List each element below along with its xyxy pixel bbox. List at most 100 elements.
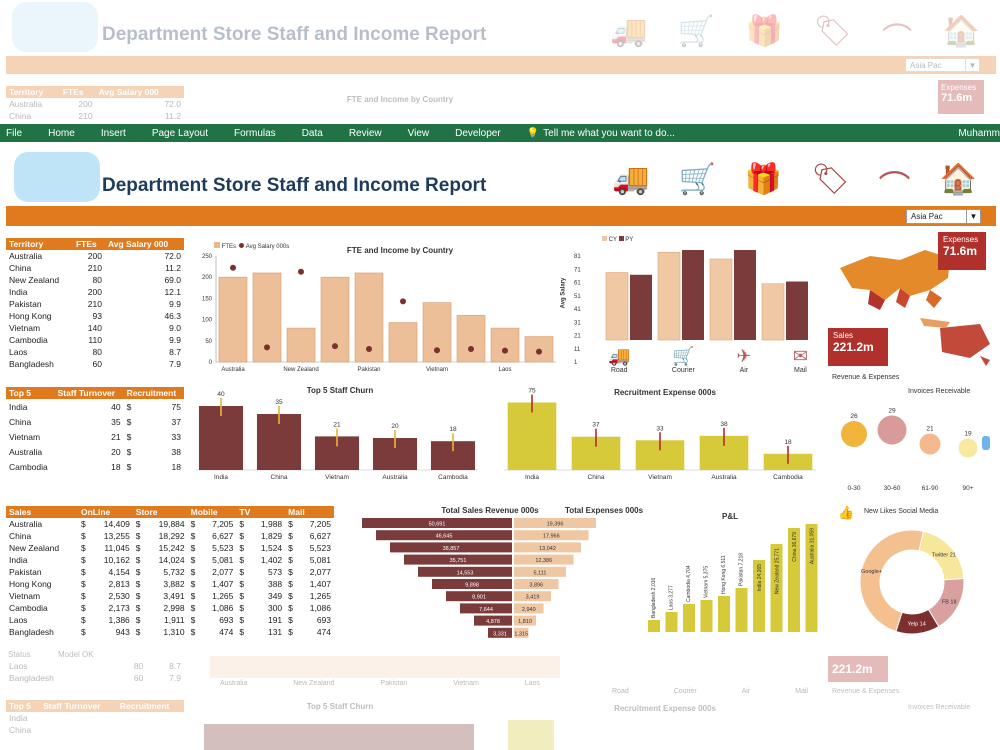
tell-me-box[interactable]: Tell me what you want to do... [543, 127, 675, 139]
data-label: 38 [720, 421, 728, 428]
y2-tick-label: 81 [574, 254, 581, 260]
table-cell: $ [135, 591, 141, 601]
table-row: Hong Kong 93 46.3 [6, 310, 184, 322]
pl-label: Cambodia 4,704 [686, 565, 692, 602]
table-cell: $ [135, 519, 141, 529]
revenue-bar [488, 627, 512, 638]
table-cell: $ [80, 615, 86, 625]
cell: China [9, 725, 32, 735]
py-bar [786, 281, 808, 340]
table-cell: 60 [92, 359, 102, 369]
pl-title: P&L [722, 512, 738, 521]
ghost-territory-table: Territory FTEs Avg Salary 000 Australia 200… [6, 86, 184, 122]
pl-bar [665, 612, 678, 632]
x-tick-label: China [271, 474, 288, 481]
table-cell: $ [80, 627, 86, 637]
pl-bar [753, 560, 765, 632]
invoice-bubble [877, 415, 907, 445]
ghost-top5: Top 5 Staff Turnover Recruitment India Chi… [6, 700, 184, 736]
table-cell: $ [80, 579, 86, 589]
cy-bar [761, 283, 785, 341]
invoice-bubble [958, 438, 978, 458]
tab-file[interactable]: File [6, 127, 23, 139]
fte-income-chart: 0 50 100 150 200 250 Australia New Zealand Pakis… [202, 254, 581, 373]
sales-kpi: Sales 221.2m [828, 328, 888, 366]
table-cell: China [9, 416, 32, 427]
tab-page-layout[interactable]: Page Layout [151, 127, 208, 139]
table-row: Australia $14,409 $19,884 $7,205 $1,988 $7,20… [6, 518, 334, 530]
table-cell: Cambodia [9, 335, 48, 345]
table-row: India 40 $75 [6, 399, 184, 414]
ghost-orange-band [6, 56, 996, 74]
table-cell: 5,081 [212, 555, 234, 565]
col-header: Recruitment [116, 700, 184, 712]
table-cell: New Zealand [9, 543, 60, 553]
table-cell: 3,491 [163, 591, 185, 601]
table-cell: Pakistan [9, 567, 42, 577]
table-cell: 7.9 [169, 359, 181, 369]
region-dropdown[interactable]: Asia Pac ▼ [906, 209, 981, 224]
table-cell: $ [126, 416, 132, 427]
table-cell: $ [126, 431, 132, 442]
legend-swatch-py [618, 236, 624, 241]
col-header: Top 5 [6, 700, 41, 712]
chevron-down-icon[interactable]: ▼ [966, 210, 980, 223]
tab-formulas[interactable]: Formulas [234, 127, 276, 139]
invoice-extra-marker [982, 436, 990, 450]
pl-label: Hong Kong 6,511 [721, 555, 727, 594]
fte-bar [456, 315, 486, 363]
tab-review[interactable]: Review [348, 127, 382, 139]
top5-table: Top 5 Staff Turnover Recruitment India 40… [6, 387, 184, 474]
table-cell: China [9, 531, 32, 541]
table-cell: India [9, 555, 28, 565]
table-cell: $ [135, 615, 141, 625]
data-label: 18 [784, 439, 792, 446]
expenses-kpi: Expenses 71.6m [938, 232, 986, 270]
tab-developer[interactable]: Developer [455, 127, 501, 139]
pl-bar [718, 596, 730, 632]
table-cell: 4,154 [108, 567, 130, 577]
expense-bar [514, 518, 596, 528]
x-tick-label: 90+ [962, 485, 973, 492]
legend-label: PY [625, 237, 634, 243]
tab-view[interactable]: View [407, 127, 430, 139]
table-cell: $ [288, 531, 293, 541]
table-cell: 5,081 [309, 555, 331, 565]
territory-table: Territory FTEs Avg Salary 000 Australia 2… [6, 238, 184, 370]
expense-bar [514, 554, 574, 565]
cell: 7.9 [169, 673, 181, 683]
col-header-top5: Top 5 [6, 387, 55, 399]
table-cell: Bangladesh [9, 627, 54, 637]
expense-bar [514, 566, 566, 577]
salary-point [536, 348, 542, 355]
user-name[interactable]: Muhamm [958, 127, 1000, 139]
table-row: China 210 11.2 [6, 262, 184, 274]
cy-py-chart [605, 250, 808, 341]
ghost-chart-title: FTE and Income by Country [346, 95, 454, 104]
fte-bar [286, 327, 316, 363]
table-cell: Australia [9, 519, 43, 529]
ghost-x-labels: Australia New Zealand Pakistan Vietnam Laos [220, 680, 540, 687]
table-cell: Vietnam [9, 323, 41, 333]
tab-insert[interactable]: Insert [100, 127, 126, 139]
table-cell: 12.1 [164, 287, 181, 297]
pl-label: Vietnam 5,375 [704, 566, 710, 598]
table-row: Laos 80 8.7 [6, 346, 184, 358]
tab-home[interactable]: Home [48, 127, 75, 139]
table-cell: $ [135, 543, 141, 553]
expense-bar [514, 542, 581, 553]
table-cell: $ [288, 555, 293, 565]
table-cell: Cambodia [9, 603, 48, 613]
y2-tick-label: 71 [574, 267, 581, 273]
cell: Australia [9, 99, 43, 109]
tab-data[interactable]: Data [301, 127, 323, 139]
truck-icon: 🚚 [612, 163, 650, 196]
table-cell: $ [288, 579, 293, 589]
table-row: India $10,162 $14,024 $5,081 $1,402 $5,081 [6, 554, 334, 566]
table-cell: 80 [92, 347, 102, 357]
pl-bar [648, 620, 660, 632]
table-cell: India [9, 287, 28, 297]
table-cell: Hong Kong [9, 311, 52, 321]
store-icon: 🏠 [939, 163, 977, 196]
table-cell: 1,407 [212, 579, 234, 589]
